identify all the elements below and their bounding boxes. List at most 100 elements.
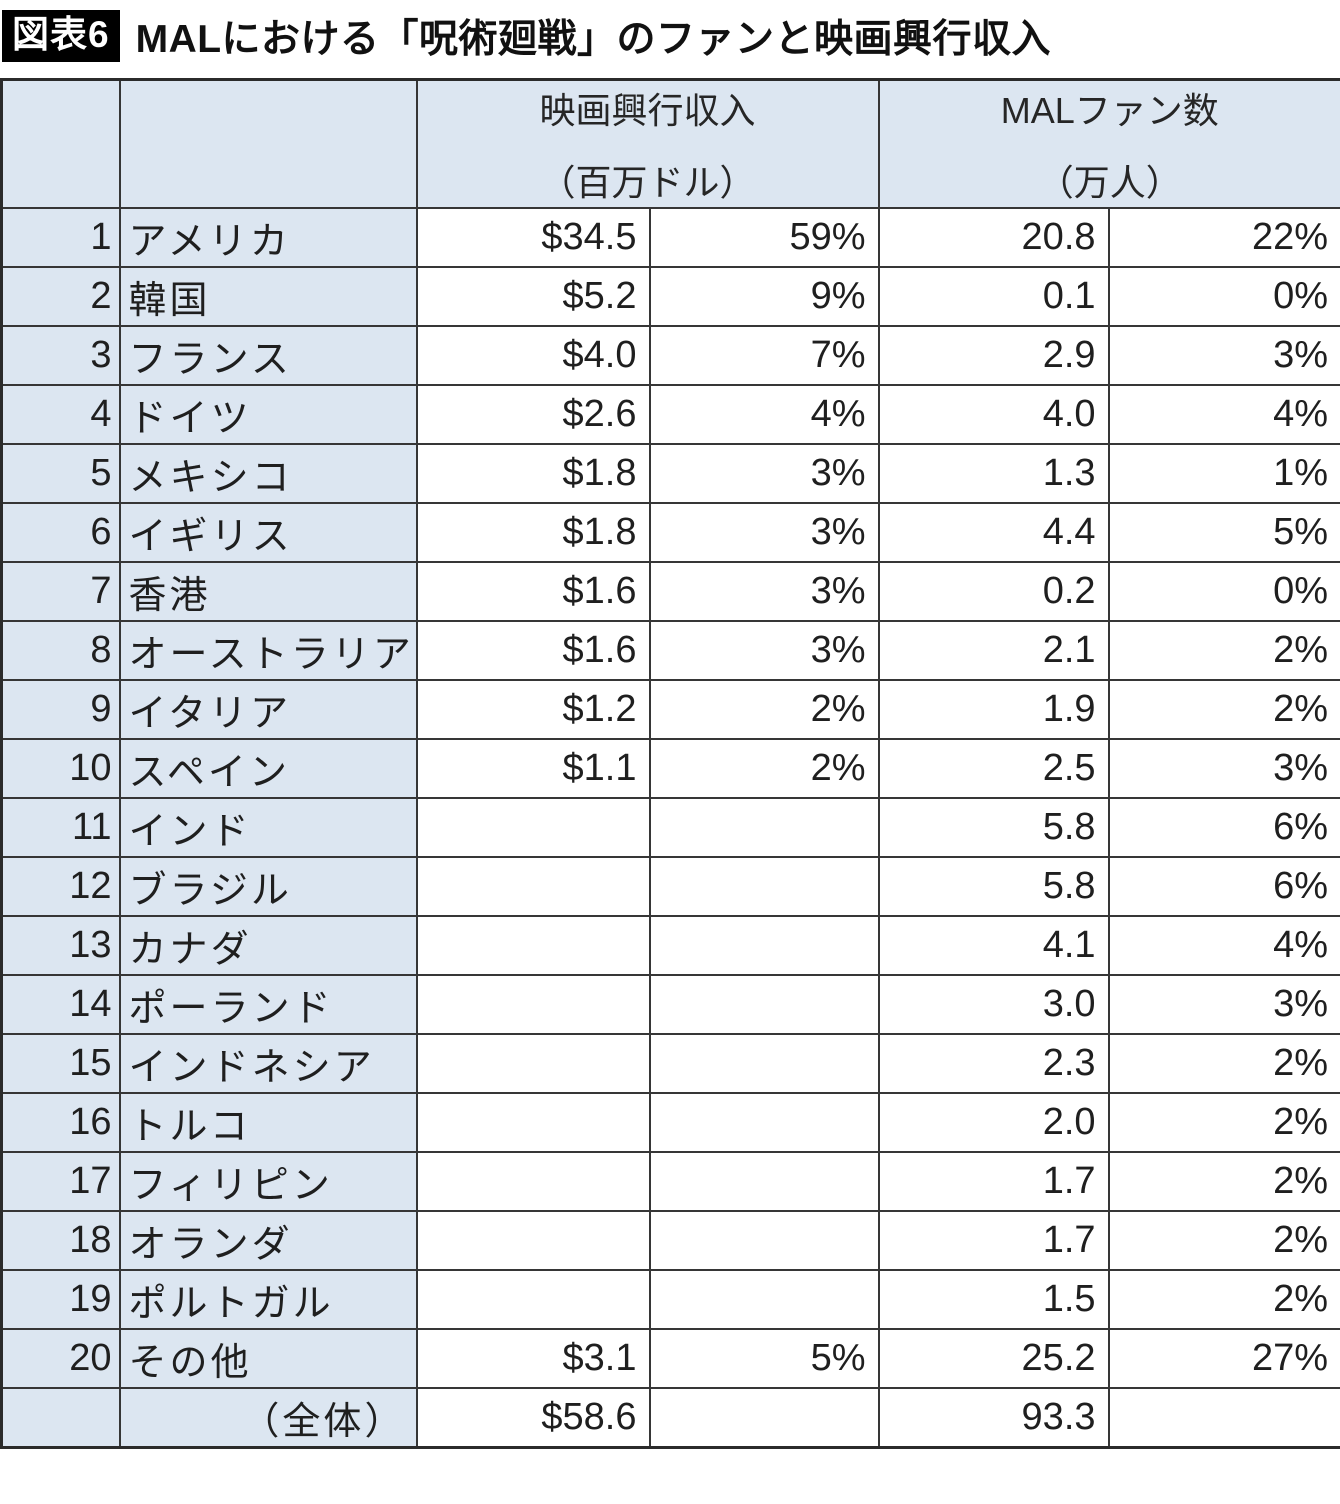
box-office-cell: $1.1: [415, 737, 651, 799]
country-cell: インドネシア: [118, 1032, 418, 1094]
box-office-pct-cell: 3%: [648, 560, 880, 622]
rank-cell: 10: [0, 737, 121, 799]
box-office-pct-cell: 2%: [648, 737, 880, 799]
box-office-cell: $1.6: [415, 619, 651, 681]
fans-pct-cell: 4%: [1107, 914, 1340, 976]
country-cell: イギリス: [118, 501, 418, 563]
fans-pct-cell: 2%: [1107, 619, 1340, 681]
box-office-pct-cell: [648, 1150, 880, 1212]
total-row: （全体） $58.6 93.3: [0, 1386, 1340, 1448]
box-office-pct-cell: [648, 796, 880, 858]
table-row: 6 イギリス $1.8 3% 4.4 5%: [0, 501, 1340, 563]
box-office-cell: $58.6: [415, 1386, 651, 1448]
fans-pct-cell: 2%: [1107, 678, 1340, 740]
box-office-pct-cell: 3%: [648, 619, 880, 681]
rank-cell: 16: [0, 1091, 121, 1153]
fans-cell: 1.3: [877, 442, 1110, 504]
fans-cell: 2.0: [877, 1091, 1110, 1153]
country-cell: オランダ: [118, 1209, 418, 1271]
fans-cell: 25.2: [877, 1327, 1110, 1389]
box-office-pct-cell: [648, 1209, 880, 1271]
box-office-cell: [415, 973, 651, 1035]
box-office-cell: $2.6: [415, 383, 651, 445]
rank-cell: 19: [0, 1268, 121, 1330]
country-header-cell: [118, 78, 418, 209]
rank-cell: 8: [0, 619, 121, 681]
fans-cell: 1.7: [877, 1150, 1110, 1212]
rank-cell: 20: [0, 1327, 121, 1389]
box-office-header-title: 映画興行収入: [539, 89, 756, 131]
table-row: 5 メキシコ $1.8 3% 1.3 1%: [0, 442, 1340, 504]
rank-cell: 18: [0, 1209, 121, 1271]
rank-cell: 15: [0, 1032, 121, 1094]
box-office-cell: [415, 914, 651, 976]
country-cell: 香港: [118, 560, 418, 622]
fans-cell: 2.9: [877, 324, 1110, 386]
table-row: 18 オランダ 1.7 2%: [0, 1209, 1340, 1271]
table-row: 1 アメリカ $34.5 59% 20.8 22%: [0, 206, 1340, 268]
fans-cell: 4.1: [877, 914, 1110, 976]
country-cell: ドイツ: [118, 383, 418, 445]
country-cell: インド: [118, 796, 418, 858]
box-office-pct-cell: [648, 1268, 880, 1330]
box-office-pct-cell: [648, 1032, 880, 1094]
table-row: 4 ドイツ $2.6 4% 4.0 4%: [0, 383, 1340, 445]
box-office-pct-cell: 3%: [648, 442, 880, 504]
table-row: 8 オーストラリア $1.6 3% 2.1 2%: [0, 619, 1340, 681]
fans-pct-cell: 6%: [1107, 796, 1340, 858]
table-row: 9 イタリア $1.2 2% 1.9 2%: [0, 678, 1340, 740]
fans-cell: 0.1: [877, 265, 1110, 327]
country-cell: メキシコ: [118, 442, 418, 504]
country-cell: トルコ: [118, 1091, 418, 1153]
fans-cell: 5.8: [877, 796, 1110, 858]
fans-pct-cell: 2%: [1107, 1032, 1340, 1094]
box-office-cell: [415, 1268, 651, 1330]
rank-cell: 4: [0, 383, 121, 445]
rank-cell: 6: [0, 501, 121, 563]
country-cell: アメリカ: [118, 206, 418, 268]
box-office-cell: [415, 1032, 651, 1094]
box-office-header-cell: 映画興行収入 （百万ドル）: [415, 78, 880, 209]
table-row: 2 韓国 $5.2 9% 0.1 0%: [0, 265, 1340, 327]
box-office-cell: $1.8: [415, 442, 651, 504]
country-cell: オーストラリア: [118, 619, 418, 681]
country-cell: スペイン: [118, 737, 418, 799]
rank-header-cell: [0, 78, 121, 209]
box-office-pct-cell: [648, 914, 880, 976]
box-office-pct-cell: [648, 855, 880, 917]
fans-pct-cell: 27%: [1107, 1327, 1340, 1389]
fans-cell: 1.9: [877, 678, 1110, 740]
fans-pct-cell: 3%: [1107, 324, 1340, 386]
table-row: 11 インド 5.8 6%: [0, 796, 1340, 858]
box-office-pct-cell: [648, 1386, 880, 1448]
fans-pct-cell: 2%: [1107, 1268, 1340, 1330]
rank-cell: [0, 1386, 121, 1448]
fans-cell: 2.5: [877, 737, 1110, 799]
figure-title: MALにおける「呪術廻戦」のファンと映画興行収入: [135, 18, 1052, 61]
box-office-pct-cell: 3%: [648, 501, 880, 563]
country-cell: カナダ: [118, 914, 418, 976]
fans-cell: 93.3: [877, 1386, 1110, 1448]
country-cell: フランス: [118, 324, 418, 386]
header-row: 映画興行収入 （百万ドル） MALファン数 （万人）: [0, 78, 1340, 209]
country-cell: ポーランド: [118, 973, 418, 1035]
table-row: 3 フランス $4.0 7% 2.9 3%: [0, 324, 1340, 386]
country-cell: ポルトガル: [118, 1268, 418, 1330]
table-row: 20 その他 $3.1 5% 25.2 27%: [0, 1327, 1340, 1389]
country-cell: 韓国: [118, 265, 418, 327]
fans-cell: 2.1: [877, 619, 1110, 681]
rank-cell: 12: [0, 855, 121, 917]
box-office-cell: $1.2: [415, 678, 651, 740]
fan-boxoffice-table: 映画興行収入 （百万ドル） MALファン数 （万人） 1 アメリカ $34.5 …: [0, 78, 1340, 1449]
table-row: 7 香港 $1.6 3% 0.2 0%: [0, 560, 1340, 622]
fans-pct-cell: 5%: [1107, 501, 1340, 563]
country-cell: フィリピン: [118, 1150, 418, 1212]
fans-cell: 1.5: [877, 1268, 1110, 1330]
box-office-cell: [415, 1150, 651, 1212]
fans-cell: 3.0: [877, 973, 1110, 1035]
table-row: 14 ポーランド 3.0 3%: [0, 973, 1340, 1035]
fans-pct-cell: 2%: [1107, 1150, 1340, 1212]
box-office-pct-cell: 9%: [648, 265, 880, 327]
box-office-cell: $3.1: [415, 1327, 651, 1389]
table-row: 17 フィリピン 1.7 2%: [0, 1150, 1340, 1212]
